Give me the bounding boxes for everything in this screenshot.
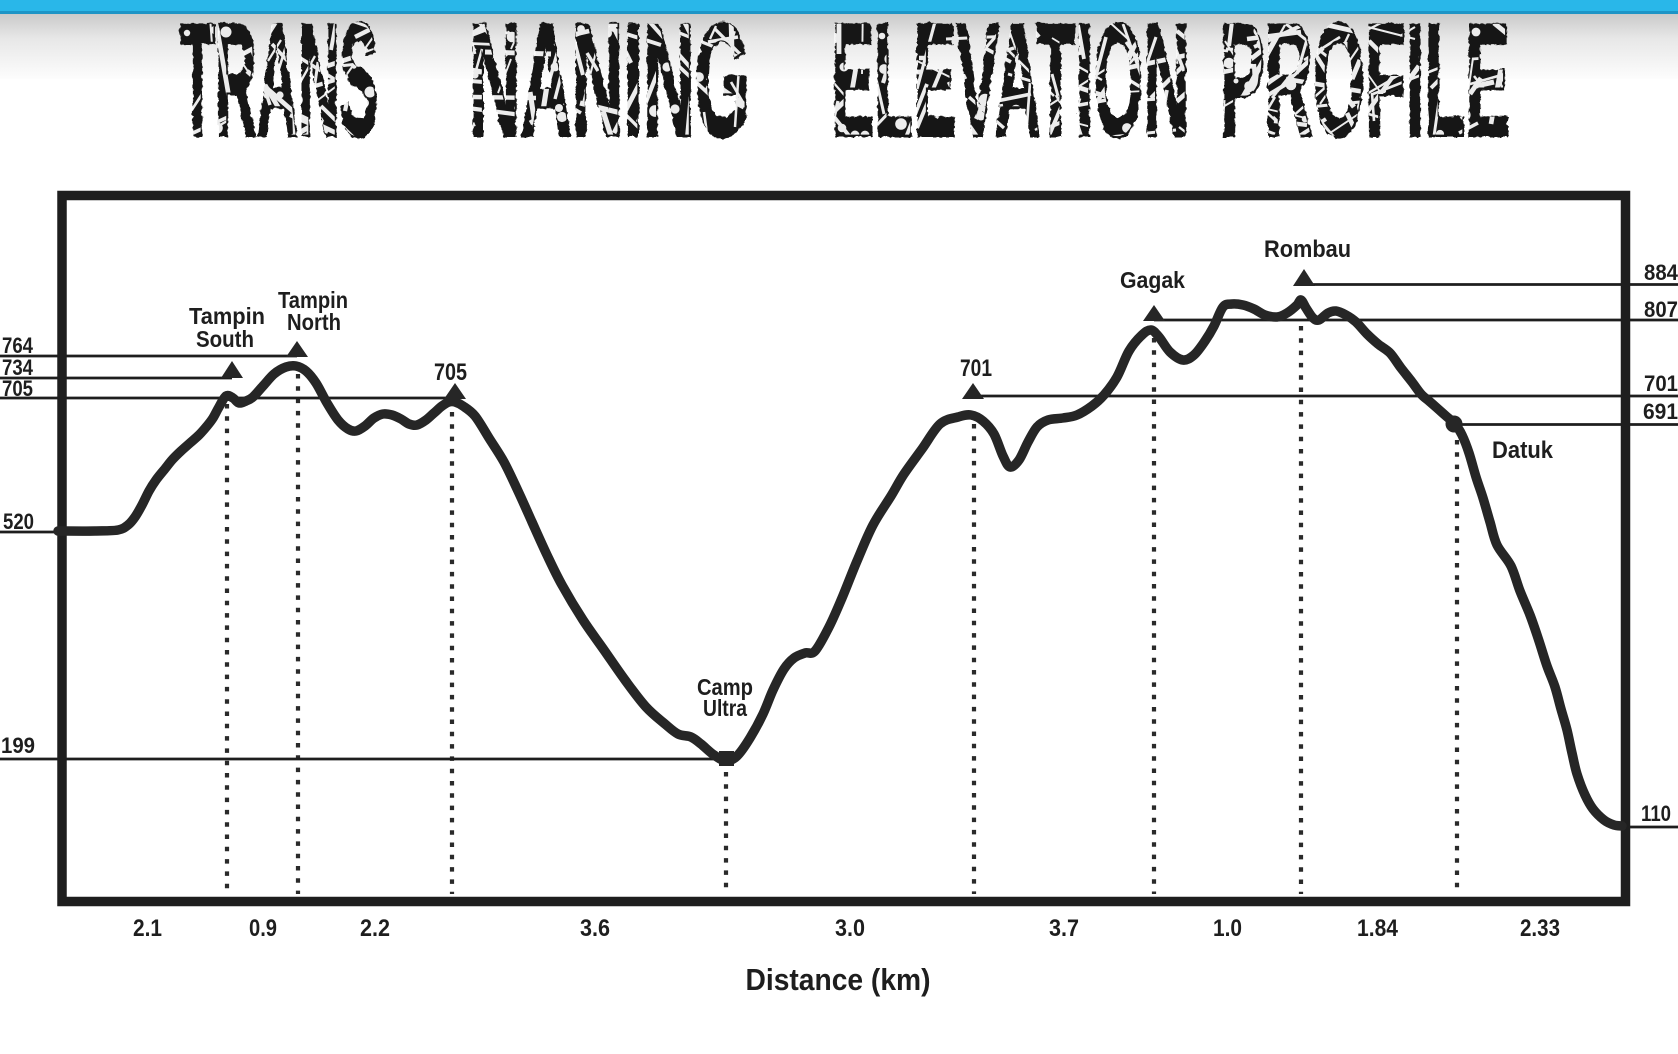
svg-text:Distance (km): Distance (km) [746,962,931,997]
svg-text:Rombau: Rombau [1264,236,1351,263]
svg-text:Datuk: Datuk [1492,437,1554,464]
svg-text:691: 691 [1643,399,1678,424]
svg-text:705: 705 [2,376,33,401]
svg-text:807: 807 [1644,297,1678,322]
svg-text:520: 520 [3,509,34,534]
svg-text:Gagak: Gagak [1120,267,1185,293]
svg-text:2.1: 2.1 [133,915,162,942]
svg-text:Tampin: Tampin [189,303,265,329]
svg-text:0.9: 0.9 [249,915,277,942]
svg-text:884: 884 [1644,260,1678,285]
svg-text:Camp: Camp [697,674,753,700]
svg-text:764: 764 [2,333,34,358]
svg-text:705: 705 [434,359,467,386]
svg-text:701: 701 [1644,371,1678,396]
svg-text:734: 734 [2,355,34,380]
svg-text:2.2: 2.2 [360,915,390,942]
svg-text:2.33: 2.33 [1520,915,1560,942]
svg-text:701: 701 [960,355,992,382]
svg-text:South: South [196,326,254,352]
svg-text:Ultra: Ultra [703,695,747,721]
svg-text:North: North [287,309,341,335]
svg-text:1.0: 1.0 [1213,915,1242,942]
svg-text:199: 199 [1,733,35,758]
svg-text:ELEVATION: ELEVATION [830,0,1189,169]
svg-text:1.84: 1.84 [1357,915,1399,942]
svg-text:TRANS: TRANS [179,0,377,169]
svg-text:NANING: NANING [468,0,749,169]
svg-text:3.6: 3.6 [580,915,610,942]
svg-text:Tampin: Tampin [278,287,348,313]
svg-text:3.7: 3.7 [1049,915,1079,942]
svg-text:3.0: 3.0 [835,915,865,942]
svg-text:110: 110 [1641,801,1671,826]
